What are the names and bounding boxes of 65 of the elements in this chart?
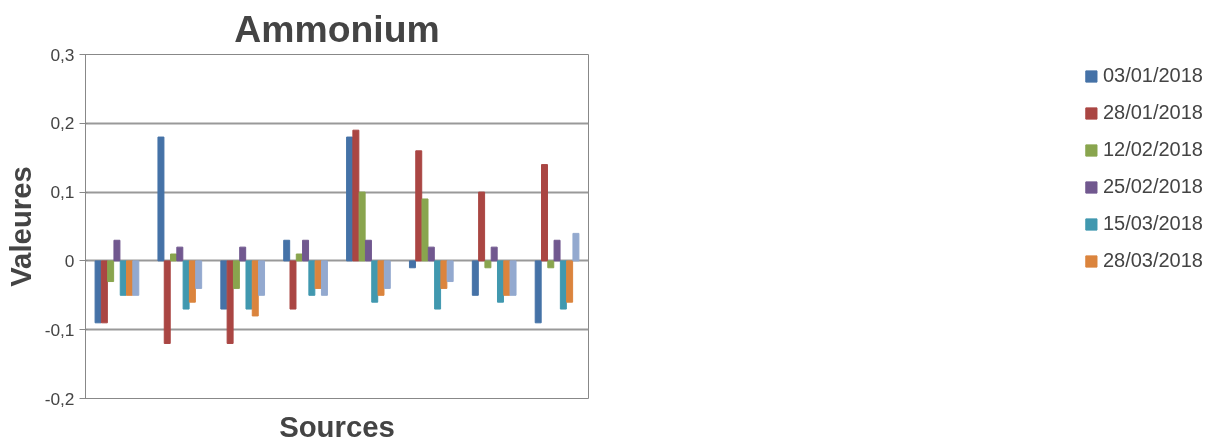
bar [176,246,184,262]
legend-label: 25/02/2018 [1102,175,1203,198]
chart-title: Ammonium [234,7,440,50]
bar [377,260,385,296]
bar [157,136,165,262]
bar [320,260,328,296]
bar [100,260,108,324]
legend-label: 28/01/2018 [1102,101,1203,124]
bar [383,260,391,289]
y-tick-label: -0,1 [44,319,75,340]
x-axis-title: Sources [279,409,395,443]
bar [94,260,102,324]
bar [258,260,266,296]
bar [415,150,423,262]
bar [107,260,115,283]
y-tick-label: 0,3 [50,44,75,65]
bar [440,260,448,289]
bar [490,246,498,262]
legend-label: 03/01/2018 [1102,64,1203,87]
bar [232,260,240,289]
y-tick-label: -0,2 [44,388,75,409]
bar [226,260,234,344]
y-tick-label: 0,2 [50,113,75,134]
bar [302,239,310,262]
bar [434,260,442,310]
bar [170,253,178,262]
bar [308,260,316,296]
bar [446,260,454,283]
bar [182,260,190,310]
bar [371,260,379,303]
bar [358,191,366,262]
legend-label: 12/02/2018 [1102,138,1203,161]
y-tick-label: 0 [64,250,75,271]
bar [188,260,196,303]
bar [547,260,555,269]
bar [408,260,416,269]
legend-label: 28/03/2018 [1102,249,1203,272]
bar [559,260,567,310]
bar [421,198,429,262]
bar [283,239,291,262]
bar [478,191,486,262]
bar [572,232,580,262]
bar [239,246,247,262]
bar [427,246,435,262]
bar [113,239,121,262]
bar [352,129,360,262]
bar [295,253,303,262]
bar [484,260,492,269]
bar [245,260,253,310]
legend-label: 15/03/2018 [1102,212,1203,235]
bar [566,260,574,303]
y-axis-title: Valeures [3,166,37,287]
bar [509,260,517,296]
bar [289,260,297,310]
bar [195,260,203,289]
bar [251,260,259,317]
bar [496,260,504,303]
bar [364,239,372,262]
bar [132,260,140,296]
bar [163,260,171,344]
bar [553,239,561,262]
y-tick-label: 0,1 [50,182,75,203]
bar [541,164,548,262]
bar [534,260,542,324]
bar [471,260,479,296]
